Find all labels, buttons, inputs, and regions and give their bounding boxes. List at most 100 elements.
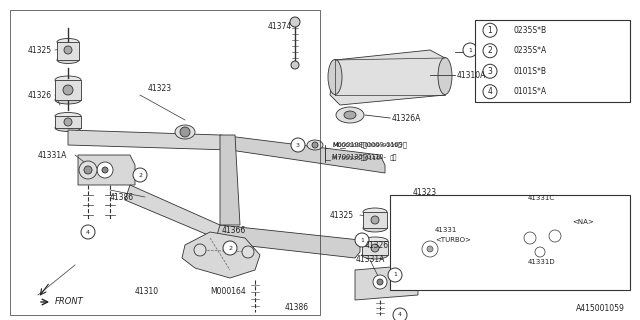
Ellipse shape xyxy=(57,38,79,45)
Ellipse shape xyxy=(307,140,323,150)
Text: 41374: 41374 xyxy=(268,21,292,30)
Ellipse shape xyxy=(175,125,195,139)
Text: 41331C: 41331C xyxy=(528,195,555,201)
Text: 1: 1 xyxy=(488,26,492,35)
Circle shape xyxy=(180,127,190,137)
Text: 41310: 41310 xyxy=(135,287,159,297)
Circle shape xyxy=(535,247,545,257)
Text: 41386: 41386 xyxy=(110,193,134,202)
Ellipse shape xyxy=(55,113,81,119)
Text: 41310A: 41310A xyxy=(457,70,486,79)
Text: 1: 1 xyxy=(360,237,364,243)
Polygon shape xyxy=(355,265,418,300)
Text: M700135〉0110-    〉: M700135〉0110- 〉 xyxy=(332,155,394,161)
Text: 41325: 41325 xyxy=(330,211,354,220)
Bar xyxy=(362,241,388,255)
Text: 41331D: 41331D xyxy=(528,259,556,265)
Ellipse shape xyxy=(363,224,387,232)
Bar xyxy=(57,42,79,60)
Text: 41331A: 41331A xyxy=(38,150,67,159)
Circle shape xyxy=(64,118,72,126)
Polygon shape xyxy=(68,130,230,150)
Bar xyxy=(363,212,387,228)
Circle shape xyxy=(291,138,305,152)
Text: 0101S*A: 0101S*A xyxy=(513,87,546,96)
Circle shape xyxy=(377,279,383,285)
Text: 2: 2 xyxy=(228,245,232,251)
Circle shape xyxy=(373,275,387,289)
Text: 1: 1 xyxy=(468,47,472,52)
Circle shape xyxy=(242,246,254,258)
Circle shape xyxy=(524,232,536,244)
Circle shape xyxy=(97,162,113,178)
Circle shape xyxy=(312,142,318,148)
Circle shape xyxy=(194,244,206,256)
Polygon shape xyxy=(405,210,468,225)
Ellipse shape xyxy=(404,197,426,212)
Ellipse shape xyxy=(362,251,388,259)
Bar xyxy=(475,20,630,102)
Text: 41326: 41326 xyxy=(28,91,52,100)
Circle shape xyxy=(84,166,92,174)
Circle shape xyxy=(81,225,95,239)
Circle shape xyxy=(549,230,561,242)
Text: 3: 3 xyxy=(296,142,300,148)
Circle shape xyxy=(483,64,497,78)
Text: M000109〉0009-0109〉: M000109〉0009-0109〉 xyxy=(332,142,407,148)
Ellipse shape xyxy=(328,60,342,94)
Text: 3: 3 xyxy=(488,67,492,76)
Ellipse shape xyxy=(363,208,387,216)
Text: 2: 2 xyxy=(488,46,492,55)
Text: A415001059: A415001059 xyxy=(576,304,625,313)
Polygon shape xyxy=(78,155,135,185)
Text: M000109〉0009-0109〉: M000109〉0009-0109〉 xyxy=(332,142,402,148)
Circle shape xyxy=(422,241,438,257)
Circle shape xyxy=(290,17,300,27)
Circle shape xyxy=(371,216,379,224)
Text: M700135〉0110-   〉: M700135〉0110- 〉 xyxy=(332,154,396,160)
Text: 0235S*A: 0235S*A xyxy=(513,46,547,55)
Ellipse shape xyxy=(55,96,81,104)
Circle shape xyxy=(63,85,73,95)
Text: 0101S*B: 0101S*B xyxy=(513,67,546,76)
Ellipse shape xyxy=(362,237,388,245)
Text: 41331: 41331 xyxy=(435,227,458,233)
Circle shape xyxy=(393,308,407,320)
Circle shape xyxy=(355,233,369,247)
Text: <NA>: <NA> xyxy=(572,219,594,225)
Circle shape xyxy=(64,46,72,54)
Ellipse shape xyxy=(55,124,81,132)
Text: 2: 2 xyxy=(138,172,142,178)
Polygon shape xyxy=(182,232,260,278)
Text: 41326A: 41326A xyxy=(392,114,421,123)
Text: 1: 1 xyxy=(393,273,397,277)
Text: 41323: 41323 xyxy=(413,188,437,196)
Circle shape xyxy=(463,43,477,57)
Circle shape xyxy=(133,168,147,182)
Circle shape xyxy=(79,161,97,179)
Circle shape xyxy=(388,268,402,282)
Text: 41331A: 41331A xyxy=(356,255,385,265)
Circle shape xyxy=(483,23,497,37)
Polygon shape xyxy=(220,135,240,225)
Polygon shape xyxy=(215,225,360,258)
Text: 0235S*B: 0235S*B xyxy=(513,26,546,35)
Text: 4: 4 xyxy=(86,229,90,235)
Bar xyxy=(10,10,320,315)
Polygon shape xyxy=(220,135,385,173)
Text: 4: 4 xyxy=(488,87,492,96)
Bar xyxy=(390,195,630,290)
Ellipse shape xyxy=(57,57,79,63)
Text: 41325: 41325 xyxy=(28,45,52,54)
Circle shape xyxy=(427,246,433,252)
Ellipse shape xyxy=(344,111,356,119)
Circle shape xyxy=(223,241,237,255)
Text: M000164: M000164 xyxy=(210,287,246,297)
Circle shape xyxy=(483,85,497,99)
Polygon shape xyxy=(125,185,225,240)
Text: 4: 4 xyxy=(398,313,402,317)
Text: FRONT: FRONT xyxy=(55,298,84,307)
Circle shape xyxy=(102,167,108,173)
Text: <TURBO>: <TURBO> xyxy=(435,237,471,243)
Polygon shape xyxy=(455,210,468,272)
